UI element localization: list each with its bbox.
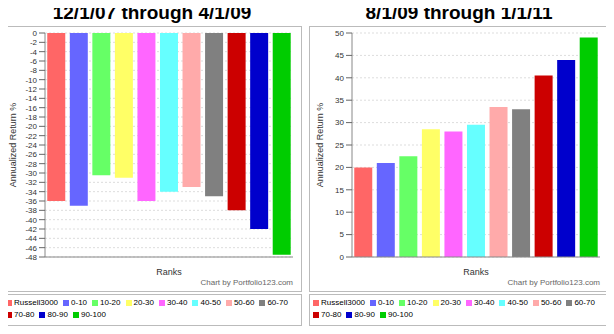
html-text:40-50: 40-50 [200, 298, 221, 307]
html-text:70-80: 70-80 [321, 310, 342, 319]
html-text:80-90: 80-90 [47, 310, 68, 319]
svg-text:40: 40 [335, 74, 344, 83]
svg-text:-20: -20 [25, 122, 37, 131]
svg-text:20: 20 [335, 163, 344, 172]
svg-text:50: 50 [335, 29, 344, 38]
html-text:90-100: 90-100 [387, 310, 413, 319]
html-text:10-20: 10-20 [407, 298, 428, 307]
html-text:Russell3000: Russell3000 [14, 298, 58, 307]
html-text:80-90: 80-90 [354, 310, 375, 319]
svg-text:45: 45 [335, 51, 344, 60]
html-text:40-50: 40-50 [507, 298, 528, 307]
html-text:70-80: 70-80 [14, 310, 35, 319]
html-text:30-40: 30-40 [474, 298, 495, 307]
svg-text:0: 0 [340, 253, 345, 262]
svg-text:Annualized Return %: Annualized Return % [8, 103, 18, 188]
html-text:0-10: 0-10 [71, 298, 87, 307]
svg-text:-34: -34 [25, 188, 37, 197]
svg-text:15: 15 [335, 186, 344, 195]
svg-text:-18: -18 [25, 113, 37, 122]
html-text:50-60: 50-60 [233, 298, 255, 307]
html-text:Chart by Portfolio123.com: Chart by Portfolio123.com [200, 278, 293, 287]
svg-text:-26: -26 [25, 150, 37, 159]
svg-text:-2: -2 [30, 38, 38, 47]
svg-text:5: 5 [340, 230, 345, 239]
svg-text:-42: -42 [25, 225, 37, 234]
html-text:10-20: 10-20 [100, 298, 121, 307]
svg-text:-46: -46 [25, 244, 37, 253]
svg-text:25: 25 [335, 141, 344, 150]
svg-text:35: 35 [335, 96, 344, 105]
html-text:60-70: 60-70 [574, 298, 595, 307]
svg-text:-38: -38 [25, 206, 37, 215]
html-text:Russell3000: Russell3000 [321, 298, 365, 307]
html-text:50-60: 50-60 [540, 298, 562, 307]
svg-text:-4: -4 [30, 48, 38, 57]
svg-text:-32: -32 [25, 178, 37, 187]
svg-text:-24: -24 [25, 141, 37, 150]
svg-text:-6: -6 [30, 57, 38, 66]
svg-text:Ranks: Ranks [463, 267, 489, 277]
svg-text:-16: -16 [25, 104, 37, 113]
svg-text:-40: -40 [25, 216, 37, 225]
svg-text:-28: -28 [25, 160, 37, 169]
svg-text:-10: -10 [25, 76, 37, 85]
svg-text:-36: -36 [25, 197, 37, 206]
svg-text:-48: -48 [25, 253, 37, 262]
svg-text:10: 10 [335, 208, 344, 217]
svg-text:Ranks: Ranks [156, 267, 182, 277]
svg-text:-8: -8 [30, 66, 38, 75]
svg-text:Annualized Return %: Annualized Return % [315, 103, 325, 188]
html-text:20-30: 20-30 [133, 298, 154, 307]
html-text:12/1/07 through 4/1/09: 12/1/07 through 4/1/09 [52, 2, 252, 23]
svg-text:-14: -14 [25, 94, 37, 103]
svg-text:0: 0 [33, 29, 38, 38]
svg-text:-30: -30 [25, 169, 37, 178]
html-text:90-100: 90-100 [80, 310, 106, 319]
svg-text:-22: -22 [25, 132, 37, 141]
html-text:60-70: 60-70 [267, 298, 288, 307]
html-text:30-40: 30-40 [167, 298, 188, 307]
html-text:20-30: 20-30 [440, 298, 461, 307]
html-text:0-10: 0-10 [378, 298, 394, 307]
svg-text:-12: -12 [25, 85, 37, 94]
html-text:8/1/09 through 1/1/11: 8/1/09 through 1/1/11 [365, 2, 553, 23]
html-text:Chart by Portfolio123.com: Chart by Portfolio123.com [507, 278, 600, 287]
svg-text:-44: -44 [25, 234, 37, 243]
svg-text:30: 30 [335, 118, 344, 127]
